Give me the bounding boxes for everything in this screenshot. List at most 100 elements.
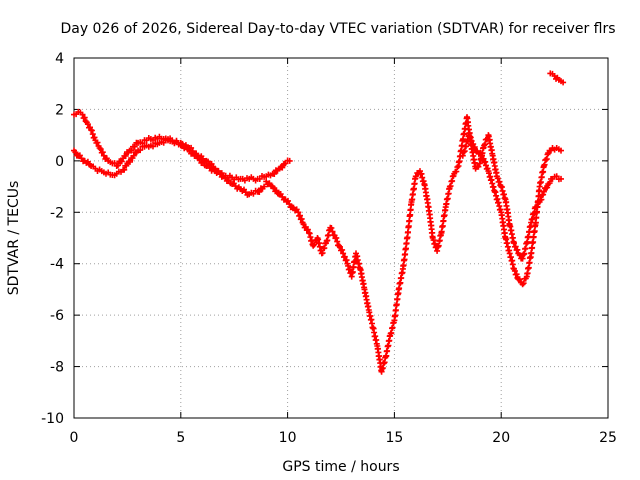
data-point [525, 275, 529, 278]
y-tick-label: -8 [50, 360, 64, 376]
data-point [555, 175, 558, 178]
data-point [461, 154, 464, 157]
data-point [406, 236, 409, 240]
data-point [397, 288, 400, 291]
marker-path [263, 114, 564, 375]
data-point [312, 244, 315, 247]
data-point [440, 231, 443, 235]
data-point [284, 162, 287, 165]
x-tick-label: 5 [176, 430, 185, 446]
data-point [517, 277, 520, 281]
data-point [149, 144, 153, 147]
data-point [388, 334, 392, 337]
data-point [98, 146, 101, 150]
data-point [448, 185, 452, 188]
data-point [271, 185, 274, 188]
data-point [414, 175, 417, 178]
data-point [145, 139, 148, 142]
data-point [529, 252, 533, 255]
data-point [418, 169, 422, 173]
data-point [162, 137, 165, 141]
series-track-b [71, 109, 268, 198]
data-point [262, 185, 266, 188]
data-point [367, 308, 370, 312]
data-point [301, 221, 304, 224]
data-point [288, 159, 291, 163]
marker-path [71, 109, 268, 198]
data-point [158, 141, 161, 145]
x-axis: 0 5 10 15 20 25 [70, 58, 617, 446]
x-tick-label: 15 [385, 430, 403, 446]
data-point [457, 164, 460, 168]
data-point [487, 133, 490, 137]
data-point [384, 355, 388, 358]
data-point [480, 154, 484, 157]
grid-lines [74, 58, 608, 418]
data-point [94, 139, 97, 142]
data-point [521, 283, 524, 286]
data-point [517, 252, 520, 255]
data-point [77, 110, 80, 114]
data-point [371, 326, 375, 330]
data-point [467, 133, 471, 137]
data-point [297, 211, 300, 214]
data-point [239, 177, 242, 181]
data-point [247, 177, 251, 181]
data-point [132, 154, 136, 157]
data-point [100, 169, 103, 173]
data-point [205, 159, 208, 163]
data-point [337, 244, 341, 247]
plot-area [71, 70, 567, 375]
data-point [256, 190, 259, 193]
data-point [239, 187, 242, 191]
data-point [474, 167, 477, 170]
data-point [341, 252, 345, 255]
data-point [546, 151, 550, 155]
data-point [94, 167, 97, 170]
data-point [126, 162, 129, 165]
data-point [521, 257, 524, 260]
x-axis-label: GPS time / hours [282, 459, 399, 475]
data-point [121, 157, 125, 160]
y-tick-label: 0 [55, 154, 64, 170]
y-tick-label: -6 [50, 308, 64, 324]
data-point [504, 236, 507, 240]
series-track-e [547, 70, 567, 86]
data-point [89, 164, 93, 168]
data-point [542, 164, 546, 168]
data-point [525, 241, 529, 245]
data-point [104, 172, 108, 175]
data-point [542, 190, 546, 193]
data-point [512, 267, 516, 271]
data-point [77, 154, 80, 157]
data-point [277, 193, 281, 196]
data-point [83, 159, 86, 163]
data-point [72, 113, 76, 116]
series-track-d [459, 132, 564, 288]
y-axis: -10 -8 -6 -4 -2 0 2 4 [41, 51, 608, 427]
data-point [546, 182, 550, 186]
data-point [265, 175, 268, 178]
data-point [478, 162, 482, 165]
data-point [555, 146, 558, 150]
data-point [136, 141, 140, 145]
data-point [324, 241, 328, 245]
data-point [277, 167, 281, 170]
data-point [256, 177, 259, 181]
data-point [316, 236, 319, 240]
data-point [153, 136, 157, 139]
data-point [265, 180, 268, 183]
data-point [376, 344, 379, 348]
data-point [557, 78, 561, 82]
y-tick-label: -2 [50, 205, 64, 221]
data-point [196, 154, 200, 157]
data-point [461, 139, 464, 142]
x-tick-label: 25 [599, 430, 617, 446]
data-point [89, 128, 93, 132]
data-point [346, 262, 349, 265]
data-point [290, 205, 294, 209]
plot-frame [73, 57, 609, 419]
data-point [401, 267, 405, 271]
data-point [453, 172, 456, 175]
